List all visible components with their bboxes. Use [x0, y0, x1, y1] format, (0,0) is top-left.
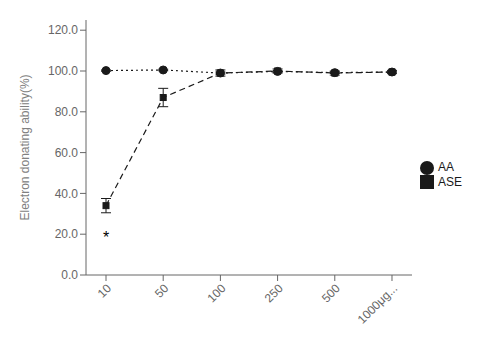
svg-text:0.0: 0.0: [61, 268, 78, 282]
svg-text:1000μg...: 1000μg...: [355, 281, 400, 326]
html-text:AA: AA: [438, 159, 454, 174]
svg-text:*: *: [103, 229, 109, 246]
svg-text:100.0: 100.0: [48, 64, 78, 78]
svg-text:100: 100: [204, 281, 228, 305]
svg-text:20.0: 20.0: [55, 227, 79, 241]
svg-text:120.0: 120.0: [48, 23, 78, 37]
svg-text:60.0: 60.0: [55, 146, 79, 160]
svg-text:80.0: 80.0: [55, 105, 79, 119]
svg-text:Electron donating ability(%): Electron donating ability(%): [18, 74, 32, 220]
svg-text:50: 50: [152, 281, 172, 301]
svg-text:10: 10: [95, 281, 115, 301]
html-text:ASE: ASE: [438, 174, 462, 189]
svg-text:250: 250: [262, 281, 286, 305]
svg-text:40.0: 40.0: [55, 187, 79, 201]
svg-text:500: 500: [319, 281, 343, 305]
